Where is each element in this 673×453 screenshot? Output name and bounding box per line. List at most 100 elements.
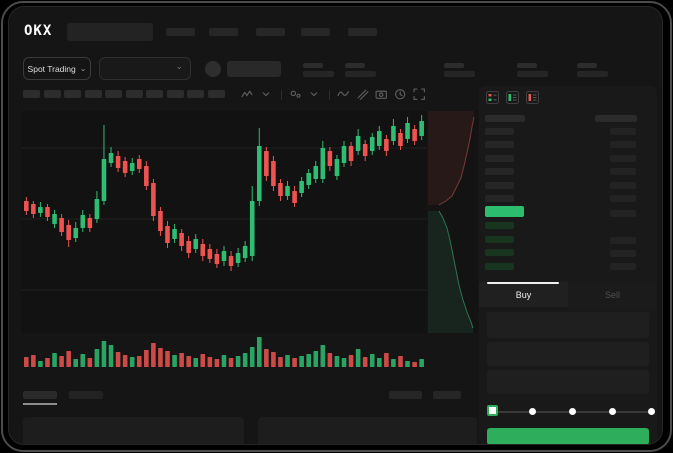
book-header-price-skeleton [485,115,525,122]
timeframe-pill[interactable] [125,90,143,98]
candles-icon[interactable] [241,88,254,101]
bid-price-skeleton [485,263,514,270]
stat-value-skeleton [517,71,548,77]
market-type-selector[interactable]: Spot Trading ⌄ [23,57,91,80]
last-price-bar[interactable] [485,206,524,217]
timeframe-pill[interactable] [105,90,122,98]
orders-table-skeleton [23,417,244,444]
depth-chart[interactable] [428,111,478,333]
chevron-down-icon[interactable] [260,88,273,101]
stat-value-skeleton [303,71,334,77]
okx-logo[interactable]: OKX [24,23,53,39]
pair-name-skeleton [227,61,281,77]
bottom-action-skeleton[interactable] [389,391,422,399]
amount-skeleton [610,195,636,202]
slider-stop-dot[interactable] [528,407,536,415]
camera-icon[interactable] [375,88,388,101]
amount-slider-track[interactable] [487,411,649,413]
depth-canvas [428,111,475,333]
ask-price-skeleton [485,182,514,189]
order-total-field[interactable] [487,370,649,394]
ask-price-skeleton [485,195,514,202]
bid-price-skeleton [485,222,514,229]
timeframe-pill[interactable] [207,90,225,98]
slider-stop-dot[interactable] [568,407,576,415]
order-price-field[interactable] [487,312,649,338]
bottom-tab-open-orders[interactable] [23,391,57,399]
amount-skeleton [610,128,636,135]
stat-label-skeleton [303,63,323,68]
nav-link-skeleton[interactable] [256,28,285,36]
ask-price-skeleton [485,168,514,175]
timeframe-pill[interactable] [23,90,40,98]
book-view-all-icon[interactable] [486,91,499,104]
volume-canvas [24,337,424,367]
tab-buy-label: Buy [515,289,532,300]
chevron-down-icon: ⌄ [79,63,87,73]
volume-chart [21,337,427,367]
stat-label-skeleton [345,63,365,68]
bid-price-skeleton [485,236,514,243]
compare-icon[interactable] [289,88,302,101]
tab-sell[interactable]: Sell [568,282,657,307]
chevron-down-icon[interactable] [308,88,321,101]
candles-canvas [21,115,427,291]
bottom-action-skeleton[interactable] [433,391,461,399]
buy-submit-button[interactable] [487,428,649,444]
book-view-asks-icon[interactable] [526,91,539,104]
market-type-label: Spot Trading [27,63,76,74]
nav-link-skeleton[interactable] [209,28,238,36]
order-tabbar: Buy Sell [479,281,657,307]
timeframe-pill[interactable] [166,90,184,98]
stat-value-skeleton [577,71,608,77]
bid-price-skeleton [485,249,514,256]
toolbar-divider [281,90,282,100]
nav-link-skeleton[interactable] [166,28,195,36]
indicator-icon[interactable] [337,88,350,101]
active-tab-indicator [487,282,559,284]
ask-price-skeleton [485,141,514,148]
slider-stop-dot[interactable] [647,407,655,415]
book-view-bids-icon[interactable] [506,91,519,104]
ask-price-skeleton [485,155,514,162]
amount-skeleton [610,168,636,175]
amount-skeleton [610,250,636,257]
trade-panel: Buy Sell [479,86,657,444]
app-screen: OKX Spot Trading ⌄ ⌄ [8,6,663,445]
timeframe-pill[interactable] [187,90,204,98]
bottom-tab-history[interactable] [69,391,103,399]
pair-icon-avatar[interactable] [205,61,221,77]
stat-label-skeleton [517,63,537,68]
amount-slider-handle[interactable] [487,405,498,416]
nav-link-skeleton[interactable] [301,28,330,36]
book-header-amount-skeleton [595,115,637,122]
chevron-down-icon: ⌄ [175,61,183,71]
amount-skeleton [610,182,636,189]
toolbar-divider [329,90,330,100]
ask-price-skeleton [485,128,514,135]
pair-select[interactable]: ⌄ [99,57,191,80]
timeframe-pill[interactable] [84,90,102,98]
timeframe-pill[interactable] [64,90,81,98]
order-amount-field[interactable] [487,342,649,366]
tab-sell-label: Sell [604,289,620,300]
timeframe-pill[interactable] [146,90,163,98]
stat-label-skeleton [577,63,597,68]
stat-value-skeleton [444,71,475,77]
candlestick-chart[interactable] [21,111,427,333]
amount-skeleton [610,210,636,217]
stat-label-skeleton [444,63,464,68]
amount-skeleton [610,155,636,162]
timeframe-pill[interactable] [43,90,61,98]
tab-buy[interactable]: Buy [479,282,568,307]
nav-link-skeleton[interactable] [348,28,377,36]
clock-icon[interactable] [394,88,407,101]
fullscreen-icon[interactable] [413,88,426,101]
nav-menu-skeleton[interactable] [67,23,153,41]
draw-icon[interactable] [356,88,369,101]
amount-skeleton [610,237,636,244]
slider-stop-dot[interactable] [608,407,616,415]
bottom-active-tab-underline [23,403,57,405]
